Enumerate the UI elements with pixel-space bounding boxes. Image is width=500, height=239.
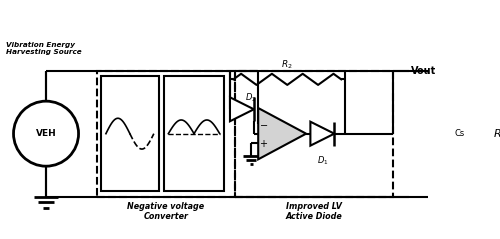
Text: $+$: $+$ [259, 138, 268, 149]
Bar [101, 76, 159, 191]
Text: Vout: Vout [410, 66, 436, 76]
Polygon shape [258, 108, 306, 159]
Text: Cs: Cs [455, 129, 465, 138]
Text: $-$: $-$ [259, 119, 268, 129]
Bar [164, 76, 224, 191]
Bar [96, 71, 235, 196]
Text: VEH: VEH [36, 129, 56, 138]
Text: $R_2$: $R_2$ [282, 58, 293, 71]
Text: $R_L$: $R_L$ [494, 127, 500, 141]
Text: $D_1$: $D_1$ [316, 154, 328, 167]
Bar [235, 71, 394, 196]
Polygon shape [310, 122, 334, 146]
Text: Negative voltage
Converter: Negative voltage Converter [127, 202, 204, 221]
Text: $D_2$: $D_2$ [246, 92, 257, 104]
Text: Vibration Energy
Harvesting Source: Vibration Energy Harvesting Source [6, 42, 82, 55]
Polygon shape [230, 97, 254, 121]
Text: Improved LV
Active Diode: Improved LV Active Diode [286, 202, 343, 221]
